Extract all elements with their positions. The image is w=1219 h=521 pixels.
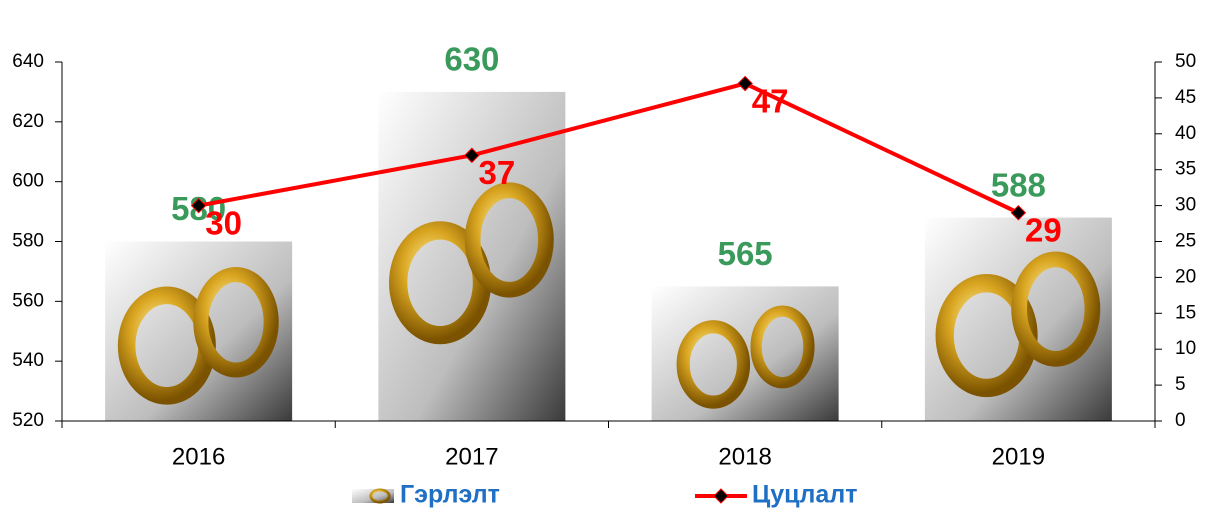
- ring-decoration: [676, 320, 751, 409]
- line-value-label: 29: [1025, 211, 1062, 248]
- line-marker: [737, 75, 753, 92]
- y2-tick-label: 10: [1175, 338, 1196, 359]
- legend-label: Гэрлэлт: [400, 481, 500, 509]
- y2-tick-label: 25: [1175, 231, 1196, 252]
- line-value-label: 37: [479, 154, 516, 191]
- y2-tick-label: 50: [1175, 51, 1196, 72]
- y2-tick-label: 20: [1175, 266, 1196, 287]
- line-marker: [1010, 205, 1027, 221]
- legend-swatch: [352, 489, 394, 503]
- y-tick-label: 560: [12, 290, 44, 311]
- ring-decoration: [464, 182, 554, 298]
- ring-decoration: [193, 266, 279, 378]
- x-tick-label: 2018: [718, 443, 771, 470]
- y2-tick-label: 35: [1175, 159, 1196, 180]
- ring-decoration: [750, 305, 815, 389]
- y2-tick-label: 30: [1175, 195, 1196, 216]
- y2-tick-label: 15: [1175, 302, 1196, 323]
- x-tick-label: 2017: [445, 443, 498, 470]
- legend-marker: [713, 488, 729, 504]
- line-marker: [190, 197, 207, 214]
- bar-value-label: 588: [991, 166, 1046, 203]
- y-tick-label: 620: [12, 111, 44, 132]
- line: [198, 81, 1020, 215]
- x-tick-label: 2016: [172, 443, 225, 470]
- y-tick-label: 580: [12, 231, 44, 252]
- y2-tick-label: 0: [1175, 410, 1186, 431]
- y2-tick-label: 5: [1175, 374, 1186, 395]
- y-tick-label: 600: [12, 171, 44, 192]
- x-tick-label: 2019: [992, 443, 1045, 470]
- line-value-label: 30: [205, 204, 242, 241]
- bar-value-label: 630: [444, 41, 499, 78]
- legend-swatch-ring: [369, 488, 391, 504]
- y-tick-label: 540: [12, 350, 44, 371]
- line-value-label: 47: [752, 82, 789, 119]
- y2-tick-label: 40: [1175, 123, 1196, 144]
- ring-decoration: [1011, 251, 1101, 367]
- y-tick-label: 520: [12, 410, 44, 431]
- bar-value-label: 565: [718, 235, 773, 272]
- y2-tick-label: 45: [1175, 87, 1196, 108]
- y-tick-label: 640: [12, 51, 44, 72]
- legend-label: Цуцлалт: [752, 481, 857, 509]
- line-marker: [464, 147, 480, 164]
